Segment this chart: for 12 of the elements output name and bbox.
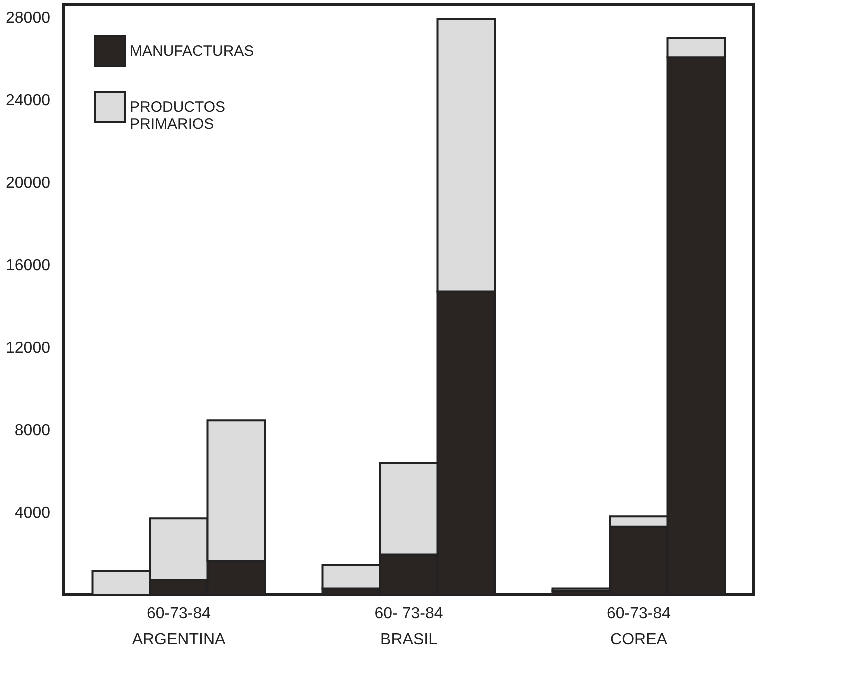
legend-label: PRODUCTOS PRIMARIOS [130, 99, 226, 133]
y-tick-label: 24000 [6, 92, 51, 110]
y-tick-label: 12000 [6, 340, 51, 357]
x-tick-label: 60- 73-84 BRASIL [374, 606, 444, 648]
y-tick-label: 4000 [14, 504, 51, 522]
x-tick-label: 60-73-84 COREA [606, 606, 672, 648]
y-tick-label: 16000 [6, 257, 51, 274]
y-tick-label: 20000 [6, 174, 51, 192]
y-tick-label: 8000 [14, 422, 51, 440]
legend-label: MANUFACTURAS [130, 43, 254, 60]
x-tick-label: 60-73-84 ARGENTINA [132, 606, 226, 648]
y-tick-label: 28000 [6, 10, 51, 27]
